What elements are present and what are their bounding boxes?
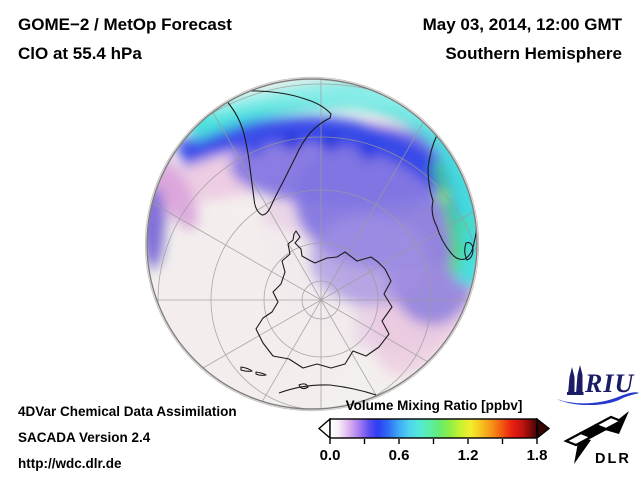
colorbar-ticks: [329, 439, 538, 444]
dlr-wordmark: DLR: [595, 451, 631, 467]
product-level-label: ClO at 55.4 hPa: [18, 44, 142, 63]
globe-rim: [146, 78, 478, 410]
version-label: SACADA Version 2.4: [18, 430, 151, 445]
colorbar-tick-label-1: 0.6: [389, 447, 410, 464]
assimilation-label: 4DVar Chemical Data Assimilation: [18, 404, 237, 419]
riu-swoosh: [557, 392, 639, 405]
colorbar-gradient-bar: [329, 418, 538, 439]
australia-coastline: [278, 384, 377, 396]
colorbar-tick-label-2: 1.2: [458, 447, 479, 464]
colorbar-scale: 0.0 0.6 1.2 1.8: [317, 418, 551, 464]
datetime-label: May 03, 2014, 12:00 GMT: [422, 15, 622, 34]
colorbar-tick-label-3: 1.8: [527, 447, 548, 464]
madagascar-outline: [464, 242, 474, 261]
colorbar-title: Volume Mixing Ratio [ppbv]: [345, 398, 523, 413]
colorbar-left-arrow: [317, 418, 331, 440]
antarctica-coastline: [255, 230, 393, 369]
new-zealand-outline: [240, 366, 267, 376]
colorbar-tick-label-0: 0.0: [320, 447, 341, 464]
colorbar-right-arrow: [536, 418, 551, 440]
cathedral-icon: [567, 365, 584, 395]
riu-wordmark: RIU: [584, 369, 634, 398]
hemisphere-label: Southern Hemisphere: [445, 44, 622, 63]
globe-rim-outer: [144, 76, 480, 412]
riu-logo: RIU: [557, 365, 639, 405]
product-title: GOME−2 / MetOp Forecast: [18, 15, 232, 34]
dlr-logo: DLR: [563, 411, 631, 467]
url-label: http://wdc.dlr.de: [18, 456, 122, 471]
dlr-emblem-icon: [563, 411, 629, 464]
south-america-coastline: [223, 90, 332, 216]
tasmania-outline: [298, 383, 309, 390]
clo-data-field: [147, 81, 477, 409]
colorbar: Volume Mixing Ratio [ppbv] 0.0 0.6 1.2 1…: [310, 398, 558, 464]
